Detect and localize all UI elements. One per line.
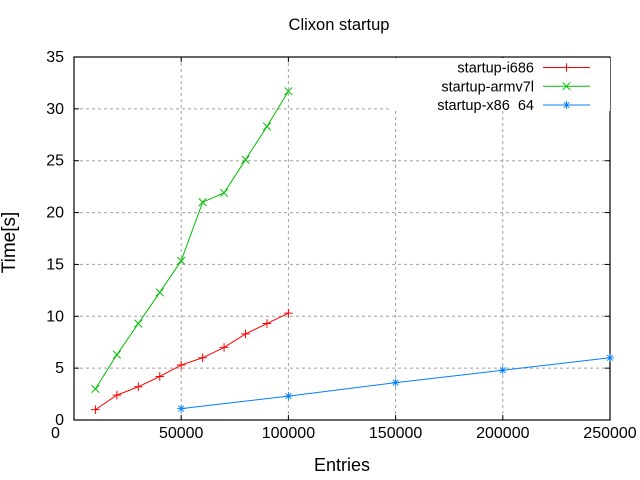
svg-text:200000: 200000 xyxy=(476,425,529,442)
svg-text:15: 15 xyxy=(46,256,64,273)
svg-text:startup-armv7l: startup-armv7l xyxy=(441,79,534,95)
svg-text:20: 20 xyxy=(46,205,64,222)
svg-text:Clixon startup: Clixon startup xyxy=(289,16,390,34)
svg-text:150000: 150000 xyxy=(369,425,422,442)
svg-text:50000: 50000 xyxy=(159,425,204,442)
svg-text:startup-i686: startup-i686 xyxy=(457,61,534,77)
svg-text:startup-x86_64: startup-x86_64 xyxy=(437,98,534,114)
svg-text:35: 35 xyxy=(46,49,64,66)
svg-text:100000: 100000 xyxy=(262,425,315,442)
svg-text:25: 25 xyxy=(46,153,64,170)
svg-text:5: 5 xyxy=(55,360,64,377)
svg-text:Time[s]: Time[s] xyxy=(0,212,20,274)
svg-text:Entries: Entries xyxy=(314,455,370,475)
svg-text:30: 30 xyxy=(46,101,64,118)
svg-text:250000: 250000 xyxy=(583,425,636,442)
svg-text:10: 10 xyxy=(46,308,64,325)
svg-text:0: 0 xyxy=(55,412,64,429)
